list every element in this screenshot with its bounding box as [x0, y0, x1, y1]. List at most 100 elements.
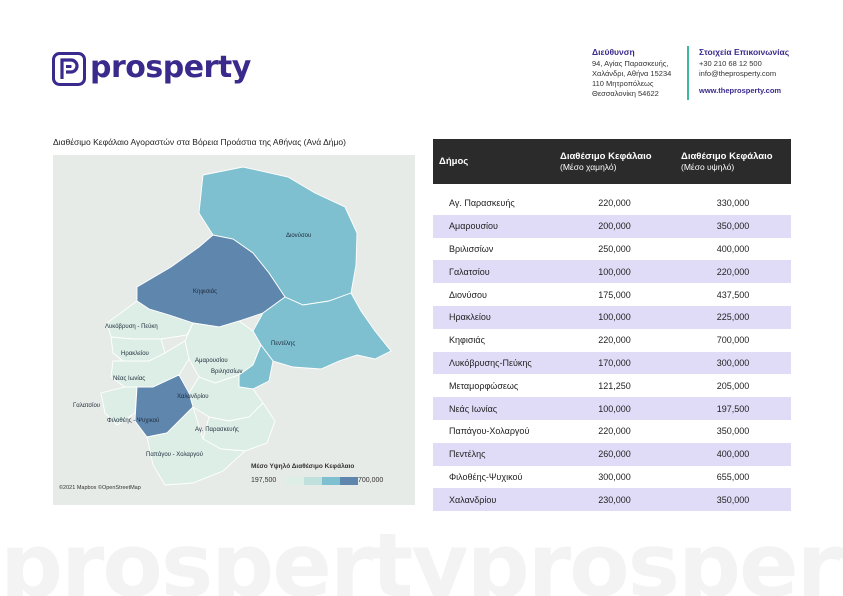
table-row: Παπάγου-Χολαργού 220,000 350,000 — [433, 420, 791, 443]
cell-high: 205,000 — [716, 380, 750, 391]
legend-swatch — [286, 477, 304, 485]
cell-dimos: Πεντέλης — [433, 442, 554, 466]
cell-high: 197,500 — [675, 397, 791, 420]
cell-dimos: Βριλισσίων — [449, 243, 494, 254]
cell-low: 100,000 — [554, 305, 675, 329]
cell-high: 350,000 — [716, 426, 750, 437]
table-row: Νεάς Ιωνίας 100,000 197,500 — [433, 397, 791, 420]
cell-high: 350,000 — [675, 488, 791, 512]
cell-low: 230,000 — [554, 488, 675, 512]
cell-dimos: Παπάγου-Χολαργού — [449, 426, 530, 437]
cell-low: 220,000 — [598, 335, 631, 346]
brand-logo: prosperty — [52, 50, 251, 86]
region-galatsi[interactable] — [100, 386, 138, 426]
table-row: Ηρακλείου 100,000 225,000 — [433, 305, 791, 329]
table-row: Πεντέλης 260,000 400,000 — [433, 442, 791, 466]
contact-email[interactable]: info@theprosperty.com — [699, 69, 777, 78]
table-row: Γαλατσίου 100,000 220,000 — [433, 260, 791, 284]
watermark: prospertyprosperty — [0, 526, 843, 596]
cell-dimos: Γαλατσίου — [433, 260, 554, 284]
cell-dimos: Λυκόβρυσης-Πεύκης — [433, 351, 554, 375]
cell-high: 225,000 — [675, 305, 791, 329]
cell-dimos: Αγ. Παρασκευής — [449, 198, 515, 209]
cell-low: 300,000 — [598, 471, 631, 482]
contact-phone[interactable]: +30 210 68 12 500 — [699, 59, 762, 68]
address-line: Θεσσαλονίκη 54622 — [592, 89, 659, 98]
legend-color-scale — [286, 477, 358, 485]
cell-low: 170,000 — [554, 351, 675, 375]
cell-low: 100,000 — [554, 397, 675, 420]
cell-high: 300,000 — [675, 351, 791, 375]
map-title: Διαθέσιμο Κεφάλαιο Αγοραστών στα Βόρεια … — [53, 137, 346, 147]
address-block: Διεύθυνση 94, Αγίας Παρασκευής, Χαλάνδρι… — [592, 47, 682, 99]
cell-high: 400,000 — [716, 243, 750, 254]
cell-dimos: Κηφισιάς — [449, 335, 485, 346]
cell-high: 655,000 — [716, 471, 750, 482]
cell-low: 200,000 — [554, 214, 675, 238]
legend-min: 197,500 — [251, 477, 277, 484]
contact-block: Στοιχεία Επικοινωνίας +30 210 68 12 500 … — [699, 47, 819, 96]
cell-low: 220,000 — [598, 198, 631, 209]
table-row: Αμαρουσίου 200,000 350,000 — [433, 214, 791, 238]
contact-website[interactable]: www.theprosperty.com — [699, 86, 782, 95]
map-label-vrilissia: Βριλησσίων — [211, 369, 243, 375]
map-label-filothei: Φιλοθέης - Ψυχικού — [107, 417, 159, 424]
cell-high: 700,000 — [716, 335, 750, 346]
cell-dimos: Αμαρουσίου — [433, 214, 554, 238]
map-attribution[interactable]: ©2021 Mapbox ©OpenStreetMap — [59, 485, 141, 491]
cell-dimos: Χαλανδρίου — [433, 488, 554, 512]
header-dimos: Δήμος — [433, 139, 554, 184]
legend-max: 700,000 — [358, 477, 384, 484]
map-label-papagou: Παπάγου - Χολαργού — [146, 451, 203, 458]
cell-dimos: Ηρακλείου — [433, 305, 554, 329]
cell-dimos: Φιλοθέης-Ψυχικού — [449, 471, 523, 482]
cell-high: 350,000 — [675, 214, 791, 238]
address-line: 94, Αγίας Παρασκευής, — [592, 59, 669, 68]
table-row: Αγ. Παρασκευής 220,000 330,000 — [433, 192, 791, 215]
brand-name: prosperty — [90, 50, 251, 85]
legend-swatch — [322, 477, 340, 485]
map-label-kifisia: Κηφισιάς — [193, 288, 217, 295]
map-label-penteli: Πεντέλης — [271, 340, 295, 347]
cell-high: 330,000 — [716, 198, 750, 209]
region-nea-ionia[interactable] — [110, 340, 190, 388]
map-label-dionysos: Διονύσου — [286, 233, 311, 239]
map-label-ag-paraskevi: Αγ. Παρασκευής — [195, 426, 239, 433]
cell-low: 260,000 — [554, 442, 675, 466]
cell-high: 220,000 — [675, 260, 791, 284]
map-label-nea-ionia: Νέας Ιωνίας — [113, 375, 145, 382]
map-label-galatsi: Γαλατσίου — [73, 403, 100, 409]
map-label-chalandri: Χαλανδρίου — [177, 394, 209, 400]
map-label-lykovrysi: Λυκόβρυση - Πεύκη — [105, 323, 158, 330]
table-row: Χαλανδρίου 230,000 350,000 — [433, 488, 791, 512]
header-high: Διαθέσιμο Κεφάλαιο (Μέσο υψηλό) — [675, 139, 791, 184]
cell-high: 400,000 — [675, 442, 791, 466]
region-papagou[interactable] — [146, 406, 247, 486]
prosperty-logo-icon — [52, 52, 86, 86]
cell-dimos: Διονύσου — [449, 289, 487, 300]
cell-low: 175,000 — [598, 289, 631, 300]
legend-title: Μέσο Υψηλό Διαθέσιμο Κεφάλαιο — [251, 463, 355, 470]
table-row: Κηφισιάς 220,000 700,000 — [433, 329, 791, 352]
cell-dimos: Νεάς Ιωνίας — [433, 397, 554, 420]
table-spacer — [433, 184, 791, 192]
address-line: 110 Μητροπόλεως — [592, 79, 654, 88]
contact-heading: Στοιχεία Επικοινωνίας — [699, 47, 790, 57]
map-svg: Διονύσου Κηφισιάς Πεντέλης Λυκόβρυση - Π… — [73, 166, 392, 486]
cell-low: 220,000 — [598, 426, 631, 437]
address-line: Χαλάνδρι, Αθήνα 15234 — [592, 69, 672, 78]
table-row: Λυκόβρυσης-Πεύκης 170,000 300,000 — [433, 351, 791, 375]
table-row: Βριλισσίων 250,000 400,000 — [433, 238, 791, 261]
cell-dimos: Μεταμορφώσεως — [449, 380, 519, 391]
cell-low: 100,000 — [554, 260, 675, 284]
table-header-row: Δήμος Διαθέσιμο Κεφάλαιο (Μέσο χαμηλό) Δ… — [433, 139, 791, 184]
capital-table: Δήμος Διαθέσιμο Κεφάλαιο (Μέσο χαμηλό) Δ… — [433, 139, 791, 512]
map-label-amarousio: Αμαρουσίου — [195, 358, 228, 364]
legend-swatch — [304, 477, 322, 485]
table-row: Διονύσου 175,000 437,500 — [433, 283, 791, 306]
table-row: Μεταμορφώσεως 121,250 205,000 — [433, 374, 791, 397]
map-label-irakleio: Ηρακλείου — [121, 351, 149, 357]
choropleth-map[interactable]: Διονύσου Κηφισιάς Πεντέλης Λυκόβρυση - Π… — [53, 155, 415, 505]
header-low: Διαθέσιμο Κεφάλαιο (Μέσο χαμηλό) — [554, 139, 675, 184]
table-row: Φιλοθέης-Ψυχικού 300,000 655,000 — [433, 466, 791, 489]
